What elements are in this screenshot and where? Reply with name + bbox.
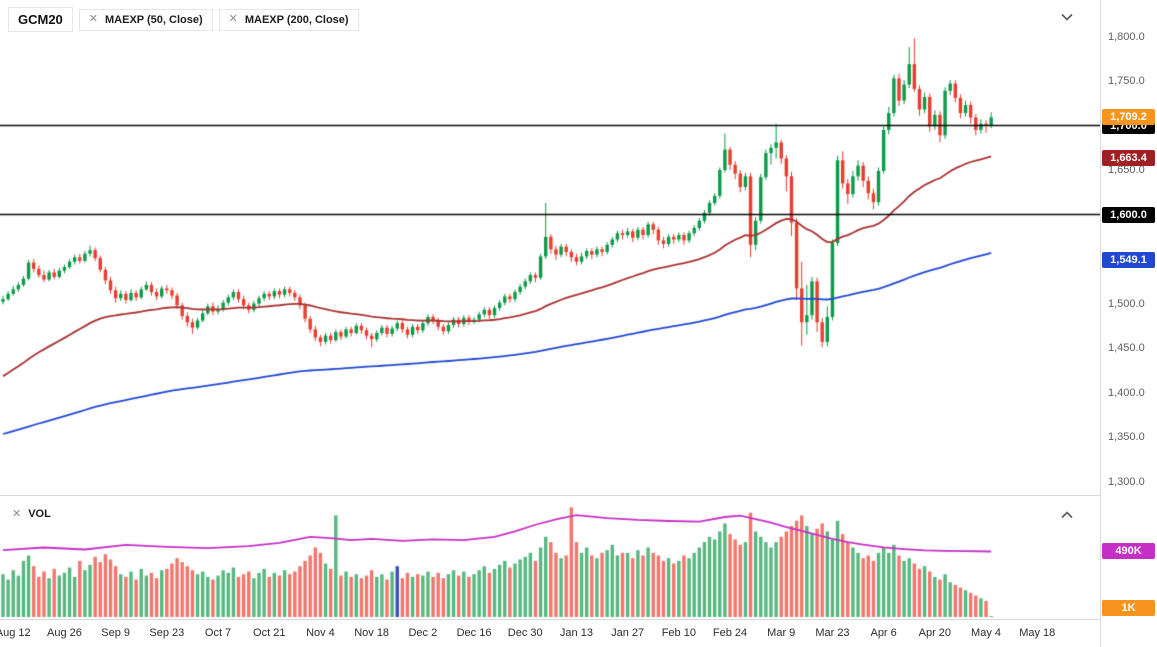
close-icon[interactable]: ✕ <box>88 13 99 25</box>
time-axis[interactable]: Aug 12 Aug 26 Sep 9 Sep 23 Oct 7 Oct 21 Nov 4 N… <box>0 620 1100 647</box>
time-tick-label: Dec 2 <box>408 627 438 639</box>
price-tick-label: 1,650.0 <box>1108 164 1145 177</box>
close-icon[interactable]: ✕ <box>12 507 22 520</box>
time-tick-label: Jan 13 <box>559 627 593 639</box>
price-tick-label: 1,450.0 <box>1108 342 1145 355</box>
price-badge-ma200-value: 1,549.1 <box>1102 251 1155 268</box>
volume-indicator-label: VOL <box>28 508 51 520</box>
pane-resize-divider[interactable] <box>0 495 1100 496</box>
volume-indicator-chip[interactable]: ✕ VOL <box>8 505 55 523</box>
indicator-chip-maexp-50[interactable]: ✕ MAEXP (50, Close) <box>78 8 213 31</box>
price-chart-canvas[interactable] <box>0 0 1100 495</box>
price-tick-label: 1,750.0 <box>1108 75 1145 88</box>
time-tick-label: Aug 12 <box>0 627 31 639</box>
volume-badge-volume-ma-value: 490K <box>1102 543 1155 560</box>
price-tick-label: 1,800.0 <box>1108 30 1145 43</box>
time-tick-label: Apr 20 <box>918 627 952 639</box>
price-badge-last-price: 1,709.2 <box>1102 109 1155 126</box>
time-tick-label: Mar 23 <box>815 627 850 639</box>
time-axis-divider <box>0 619 1100 620</box>
time-tick-label: Aug 26 <box>47 627 82 639</box>
close-icon[interactable]: ✕ <box>228 13 238 25</box>
chart-legend: GCM20 ✕ MAEXP (50, Close) ✕ MAEXP (200, … <box>8 7 359 32</box>
chevron-up-icon[interactable] <box>1056 506 1078 524</box>
price-badge-ma50-value: 1,663.4 <box>1102 150 1155 167</box>
time-tick-label: Oct 21 <box>253 627 286 639</box>
price-tick-label: 1,400.0 <box>1108 386 1145 399</box>
price-pane: GCM20 ✕ MAEXP (50, Close) ✕ MAEXP (200, … <box>0 0 1100 495</box>
indicator-label-maexp-50: MAEXP (50, Close) <box>105 13 203 26</box>
symbol-chip[interactable]: GCM20 <box>8 7 73 32</box>
time-tick-label: Mar 9 <box>767 627 796 639</box>
time-tick-label: Feb 24 <box>712 627 748 639</box>
symbol-label: GCM20 <box>18 12 63 27</box>
price-axis[interactable]: 1,800.0 1,750.0 1,650.0 1,500.0 1,450.0 1,400… <box>1101 0 1157 647</box>
time-tick-label: Sep 23 <box>149 627 185 639</box>
price-tick-label: 1,350.0 <box>1108 431 1145 444</box>
price-tick-label: 1,500.0 <box>1108 297 1145 310</box>
time-tick-label: Nov 4 <box>306 627 335 639</box>
price-tick-label: 1,300.0 <box>1108 475 1145 488</box>
time-tick-label: Nov 18 <box>354 627 390 639</box>
time-tick-label: Apr 6 <box>870 627 897 639</box>
time-tick-label: Oct 7 <box>204 627 232 639</box>
chevron-down-icon[interactable] <box>1056 8 1078 26</box>
price-axis-divider <box>1100 0 1101 647</box>
time-tick-label: Dec 16 <box>456 627 492 639</box>
time-tick-label: Jan 27 <box>611 627 645 639</box>
time-tick-label: May 4 <box>971 627 1002 639</box>
price-badge-hline-1600: 1,600.0 <box>1102 206 1155 223</box>
volume-pane: ✕ VOL <box>0 496 1100 619</box>
volume-badge-last-volume: 1K <box>1102 600 1155 616</box>
volume-legend: ✕ VOL <box>8 505 55 523</box>
time-tick-label: Dec 30 <box>507 627 543 639</box>
time-tick-label: Feb 10 <box>661 627 696 639</box>
time-tick-label: May 18 <box>1019 627 1056 639</box>
indicator-label-maexp-200: MAEXP (200, Close) <box>244 13 349 26</box>
volume-chart-canvas[interactable] <box>0 496 1100 619</box>
time-tick-label: Sep 9 <box>101 627 130 639</box>
indicator-chip-maexp-200[interactable]: ✕ MAEXP (200, Close) <box>218 8 359 31</box>
